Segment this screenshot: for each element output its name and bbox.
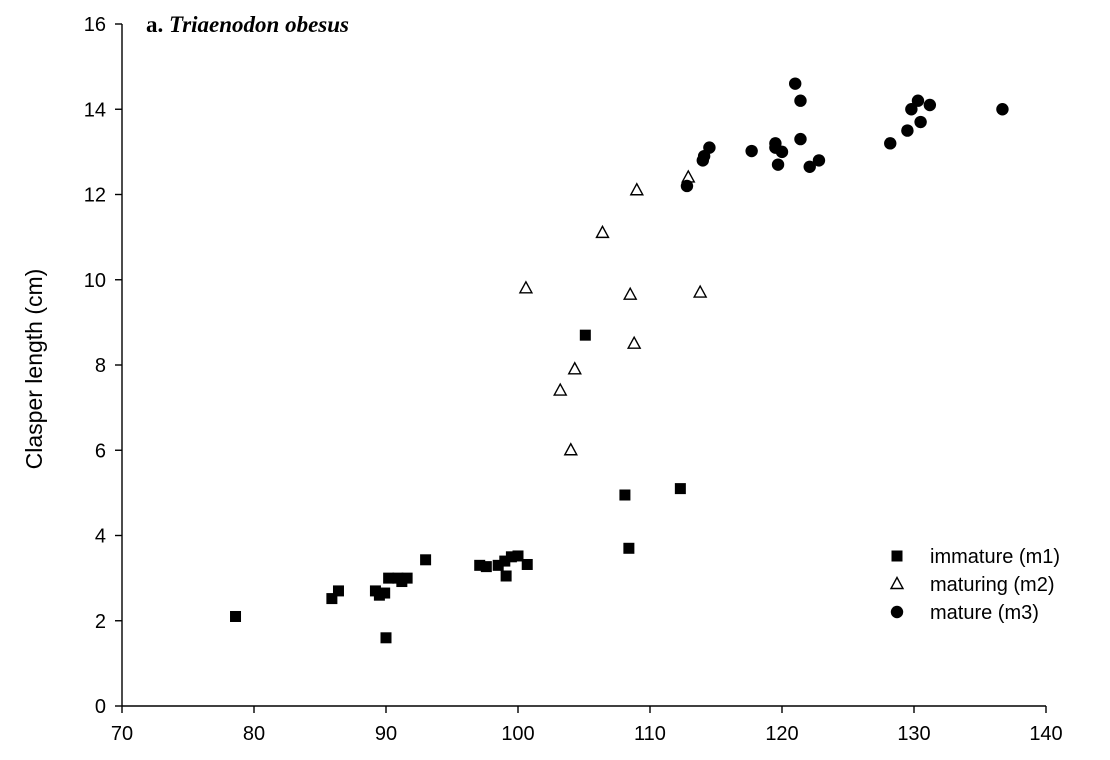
y-tick-label: 14 [84,99,106,121]
immature-point [474,559,486,571]
mature-point [789,77,802,90]
mature-point [923,98,937,112]
immature-point [512,550,524,562]
maturing-point [626,335,642,349]
mature-point [884,137,897,150]
immature-point [521,558,533,570]
immature-point [380,632,392,644]
panel-label: a. Triaenodon obesus [146,12,349,37]
maturing-point [563,442,578,456]
y-tick-label: 0 [95,696,106,718]
x-tick-label: 80 [243,723,265,745]
x-tick-label: 70 [111,723,133,745]
immature-point [326,593,338,605]
immature-point [500,570,512,582]
panel-label-prefix: a. [146,12,169,37]
mature-point [905,103,918,116]
x-ticks: 70 80 90 100 110 120 130 140 [111,706,1063,745]
mature-point [794,94,807,107]
immature-point [619,489,631,501]
mature-point [914,115,927,129]
maturing-point [629,182,644,196]
legend-immature-marker [891,550,903,562]
x-tick-label: 100 [501,723,534,745]
maturing-point [567,361,582,375]
y-tick-label: 6 [95,440,106,462]
x-tick-label: 90 [375,723,397,745]
y-ticks: 0 2 4 6 8 10 12 14 16 [84,14,122,718]
x-tick-label: 120 [765,723,798,745]
maturing-point [623,286,638,300]
y-tick-label: 16 [84,14,106,36]
legend: immature (m1) maturing (m2) mature (m3) [889,546,1060,624]
y-tick-label: 8 [95,355,106,377]
immature-point [383,572,395,584]
mature-point [775,145,789,159]
maturing-point [518,280,534,294]
immature-point [401,572,413,584]
mature-point [703,141,716,154]
y-tick-label: 4 [95,526,106,548]
legend-maturing-marker [889,576,905,590]
legend-immature-label: immature (m1) [930,546,1060,568]
immature-point [480,561,492,573]
legend-maturing-label: maturing (m2) [930,574,1054,596]
mature-point [996,103,1009,116]
immature-point [579,329,591,341]
panel-label-species: Triaenodon obesus [169,12,349,37]
immature-point [492,559,504,571]
y-tick-label: 2 [95,611,106,633]
x-tick-label: 110 [634,723,666,745]
immature-point [332,585,344,597]
maturing-point [692,284,708,298]
immature-point [674,483,686,495]
mature-point [771,158,785,171]
immature-point [420,554,432,566]
x-tick-label: 140 [1029,723,1062,745]
mature-point [745,144,758,158]
panel-label-text: a. Triaenodon obesus [146,12,349,37]
y-axis-title: Clasper length (cm) [21,269,47,470]
immature-point [499,555,511,567]
mature-point [803,160,816,173]
immature-point [623,542,635,554]
mature-point [901,124,914,137]
legend-mature-marker [890,605,904,619]
y-tick-label: 10 [84,270,106,292]
data-points [230,77,1009,644]
mature-point [911,94,925,107]
immature-point [505,551,517,563]
legend-mature-label: mature (m3) [930,602,1039,624]
maturing-point [595,224,610,239]
mature-point [812,154,826,167]
mature-point [680,179,694,193]
immature-point [379,587,391,599]
immature-point [230,610,242,622]
x-tick-label: 130 [897,723,930,745]
y-tick-label: 12 [84,185,106,207]
mature-point [794,132,807,146]
maturing-point [553,382,568,396]
